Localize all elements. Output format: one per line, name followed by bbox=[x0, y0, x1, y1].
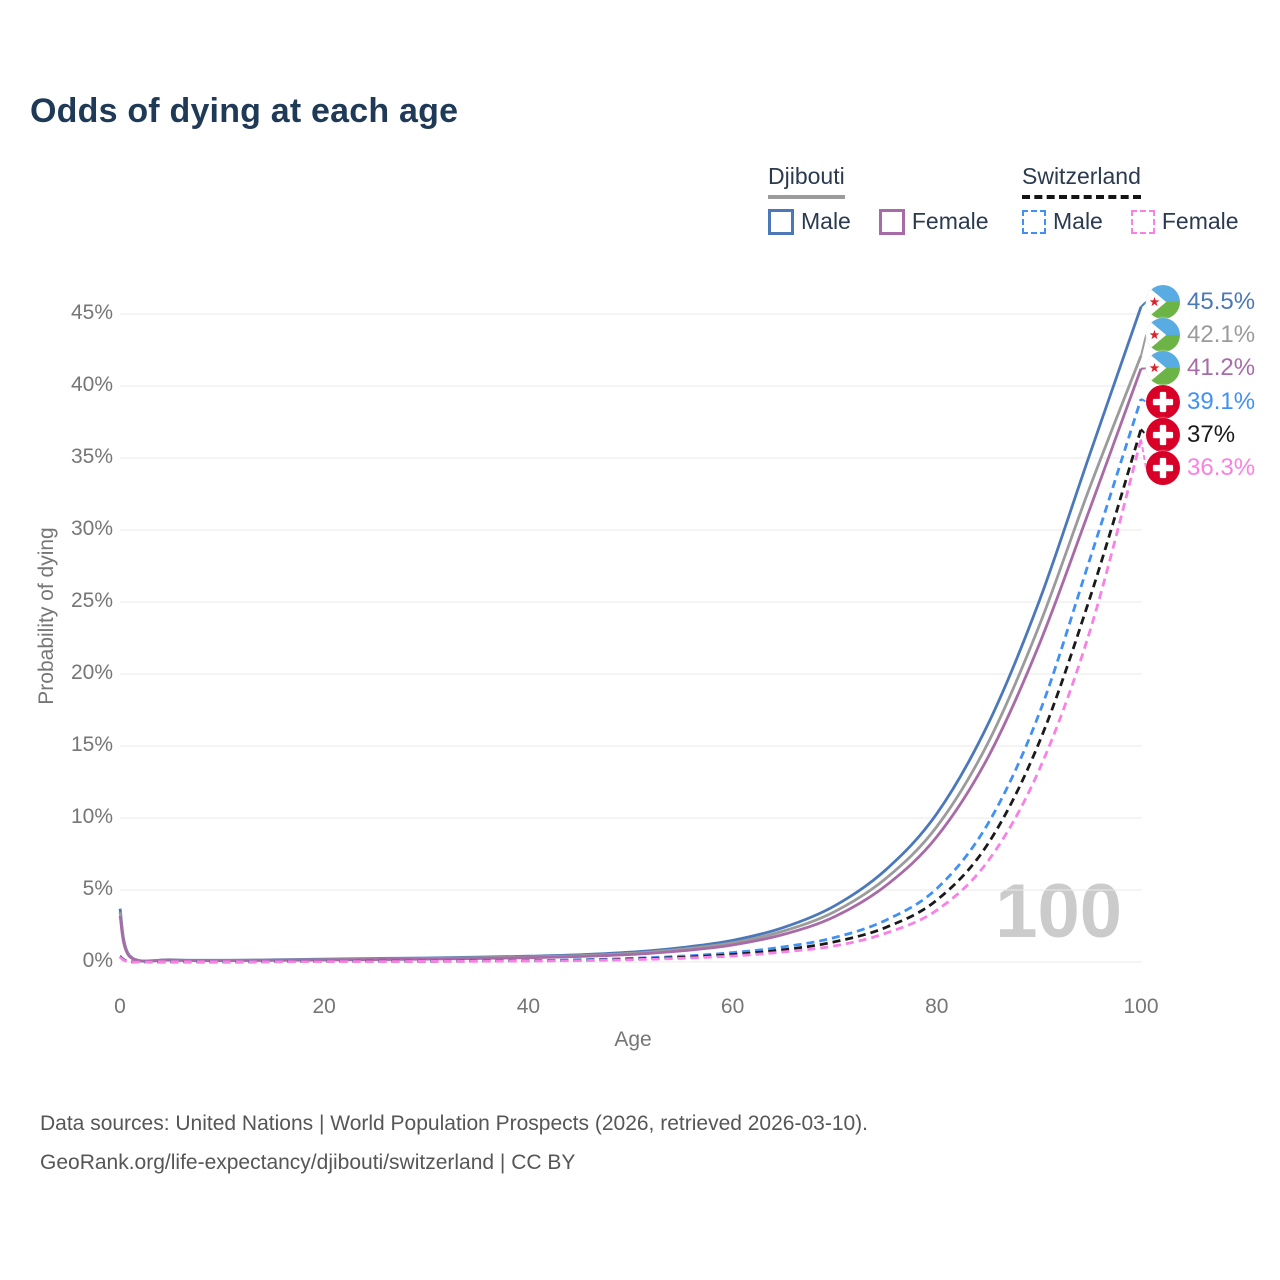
legend-item-label: Female bbox=[911, 208, 989, 234]
x-tick-label: 100 bbox=[1123, 995, 1159, 1018]
footer-sources: Data sources: United Nations | World Pop… bbox=[40, 1112, 869, 1135]
x-tick-label: 60 bbox=[720, 995, 745, 1018]
flag-icon-switzerland bbox=[1146, 384, 1180, 419]
legend-header-djibouti: Djibouti bbox=[768, 163, 845, 199]
end-label-switzerland-both-sexes: 37% bbox=[1146, 417, 1236, 452]
y-tick-label: 10% bbox=[70, 805, 113, 828]
legend-header-switzerland: Switzerland bbox=[1022, 163, 1141, 199]
y-tick-label: 35% bbox=[70, 445, 113, 468]
legend-item-label: Male bbox=[1053, 208, 1103, 234]
end-label-value: 36.3% bbox=[1187, 454, 1256, 481]
end-label-value: 45.5% bbox=[1187, 288, 1256, 315]
end-label-value: 39.1% bbox=[1187, 387, 1256, 415]
line-swatch-icon bbox=[768, 208, 794, 235]
end-label-switzerland-male: 39.1% bbox=[1146, 384, 1256, 419]
flag-icon-djibouti bbox=[1146, 318, 1180, 353]
footer-attribution: GeoRank.org/life-expectancy/djibouti/swi… bbox=[40, 1151, 576, 1174]
y-tick-label: 5% bbox=[82, 877, 113, 900]
footer: Data sources: United Nations | World Pop… bbox=[40, 1104, 868, 1182]
flag-icon-switzerland bbox=[1146, 417, 1180, 452]
line-swatch-icon bbox=[1022, 209, 1046, 234]
legend-item-label: Male bbox=[801, 208, 851, 234]
line-swatch-icon bbox=[878, 208, 905, 235]
end-label-switzerland-female: 36.3% bbox=[1146, 451, 1255, 485]
x-axis-title: Age bbox=[614, 1028, 652, 1051]
x-tick-label: 80 bbox=[925, 995, 949, 1018]
y-tick-label: 30% bbox=[70, 517, 113, 540]
end-label-djibouti-male: 45.5% bbox=[1146, 285, 1255, 319]
y-tick-label: 40% bbox=[70, 373, 113, 396]
x-tick-label: 20 bbox=[312, 995, 336, 1018]
legend-item-djibouti-male[interactable]: Male bbox=[768, 208, 851, 235]
y-tick-label: 25% bbox=[70, 589, 113, 612]
legend-item-switzerland-female[interactable]: Female bbox=[1130, 208, 1239, 235]
end-label-value: 42.1% bbox=[1187, 321, 1256, 349]
x-tick-label: 40 bbox=[516, 995, 541, 1018]
y-tick-label: 20% bbox=[70, 661, 113, 684]
y-tick-label: 0% bbox=[82, 949, 113, 972]
flag-icon-djibouti bbox=[1146, 285, 1180, 319]
series-line-djibouti-both-sexes bbox=[118, 355, 1143, 963]
age-watermark: 100 bbox=[995, 869, 1122, 954]
legend-item-switzerland-male[interactable]: Male bbox=[1022, 208, 1103, 235]
end-label-djibouti-female: 41.2% bbox=[1146, 351, 1256, 386]
legend-group-switzerland: Switzerland Male Female bbox=[1022, 163, 1239, 235]
y-tick-label: 45% bbox=[70, 301, 113, 324]
line-swatch-icon bbox=[1130, 209, 1155, 234]
series-line-djibouti-male bbox=[118, 306, 1143, 963]
page-title: Odds of dying at each age bbox=[30, 92, 459, 130]
end-label-value: 41.2% bbox=[1187, 354, 1256, 382]
flag-icon-switzerland bbox=[1146, 451, 1180, 485]
end-label-djibouti-both-sexes: 42.1% bbox=[1146, 318, 1256, 353]
legend-item-djibouti-female[interactable]: Female bbox=[878, 208, 989, 235]
legend-item-label: Female bbox=[1161, 208, 1239, 234]
x-tick-label: 0 bbox=[114, 995, 126, 1018]
y-tick-label: 15% bbox=[70, 733, 113, 756]
end-label-value: 37% bbox=[1187, 420, 1236, 448]
y-axis-title: Probability of dying bbox=[35, 527, 58, 705]
flag-icon-djibouti bbox=[1146, 351, 1180, 386]
legend-group-djibouti: Djibouti Male Female bbox=[768, 163, 989, 235]
